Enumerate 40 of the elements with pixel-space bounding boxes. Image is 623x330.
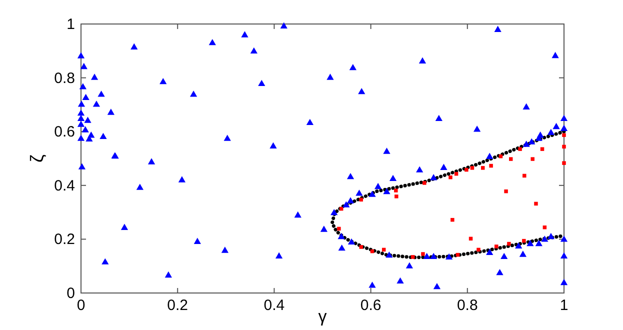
point [494, 244, 498, 248]
point [470, 166, 474, 170]
x-tick-label: 0.8 [456, 297, 478, 314]
y-tick-label: 0.8 [54, 70, 75, 87]
point [480, 166, 485, 170]
point [337, 226, 341, 231]
point [504, 189, 508, 194]
point [522, 174, 526, 178]
point [540, 147, 544, 151]
point [562, 161, 566, 165]
point [359, 245, 364, 249]
x-axis-title: γ [318, 307, 328, 326]
y-tick-label: 0 [66, 285, 75, 302]
point [562, 144, 566, 149]
x-tick-label: 1 [560, 297, 568, 314]
point [421, 252, 425, 256]
point [394, 188, 398, 192]
point [464, 168, 468, 172]
point [507, 242, 511, 246]
point [530, 157, 534, 161]
point [450, 218, 454, 222]
point [522, 238, 526, 243]
y-tick-label: 0.6 [54, 124, 75, 141]
y-tick-label: 0.2 [54, 231, 75, 248]
x-tick-label: 0.6 [360, 297, 382, 314]
point [534, 202, 538, 206]
y-tick-label: 0.4 [54, 177, 75, 194]
point [509, 157, 513, 161]
point [562, 133, 566, 137]
point [410, 255, 415, 259]
point [394, 194, 398, 198]
x-tick-label: 0.4 [264, 297, 285, 314]
point [518, 147, 522, 151]
point [448, 175, 452, 180]
y-tick-label: 1 [66, 16, 75, 33]
point [422, 181, 426, 185]
point [489, 164, 493, 168]
x-tick-label: 0.2 [167, 297, 188, 314]
point [476, 248, 480, 252]
y-axis-title: ζ [27, 154, 47, 162]
